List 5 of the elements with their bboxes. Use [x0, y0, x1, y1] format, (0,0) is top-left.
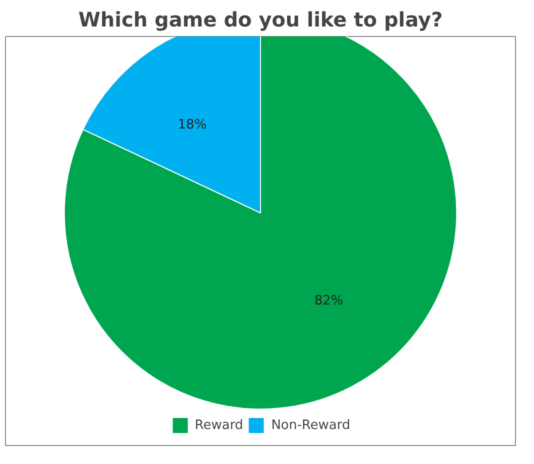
chart-title: Which game do you like to play?	[78, 8, 443, 32]
data-label: 18%	[178, 117, 207, 132]
legend-label: Reward	[194, 418, 244, 432]
data-label: 82%	[314, 293, 344, 308]
legend-label: Non-Reward	[271, 418, 350, 432]
